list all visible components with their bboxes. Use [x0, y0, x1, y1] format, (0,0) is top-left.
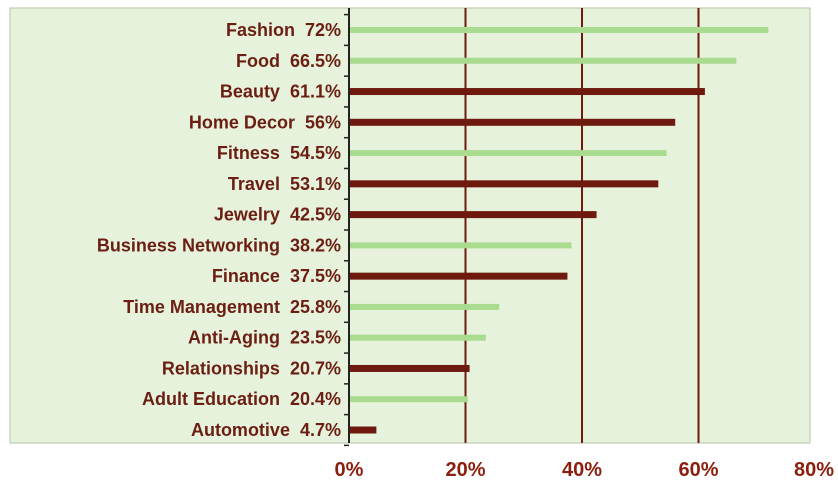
- bar-travel: [349, 180, 659, 188]
- category-label: Anti-Aging 23.5%: [188, 328, 341, 348]
- y-axis: [344, 8, 350, 447]
- plot-area: [9, 7, 811, 444]
- category-label: Fitness 54.5%: [217, 143, 341, 163]
- value-label: 72%: [305, 20, 341, 40]
- category-label: Finance 37.5%: [212, 266, 341, 286]
- bar-finance: [349, 272, 568, 280]
- value-label: 4.7%: [300, 420, 341, 440]
- x-tick-label: 80%: [794, 459, 834, 481]
- value-label: 37.5%: [290, 266, 341, 286]
- value-label: 53.1%: [290, 174, 341, 194]
- bar-fitness: [349, 150, 667, 157]
- x-tick-label: 0%: [335, 459, 364, 481]
- category-label: Fashion 72%: [226, 20, 341, 40]
- category-name: Home Decor: [189, 112, 305, 132]
- x-tick-label: 60%: [678, 459, 718, 481]
- category-label: Food 66.5%: [236, 51, 341, 71]
- bar-beauty: [349, 88, 705, 96]
- category-label: Automotive 4.7%: [191, 420, 341, 440]
- category-labels: Fashion 72%Food 66.5%Beauty 61.1%Home De…: [97, 20, 341, 440]
- bar-relationships: [349, 364, 470, 372]
- x-tick-label: 40%: [562, 459, 602, 481]
- value-label: 23.5%: [290, 328, 341, 348]
- bar-jewelry: [349, 211, 597, 219]
- bar-automotive: [349, 426, 377, 434]
- category-label: Adult Education 20.4%: [142, 389, 341, 409]
- value-label: 20.4%: [290, 389, 341, 409]
- x-tick-labels: 0% 20% 40% 60% 80%: [335, 459, 835, 481]
- x-tick-label: 20%: [445, 459, 485, 481]
- category-name: Time Management: [123, 297, 290, 317]
- category-label: Travel 53.1%: [228, 174, 341, 194]
- category-name: Jewelry: [214, 205, 290, 225]
- category-name: Anti-Aging: [188, 328, 290, 348]
- value-label: 54.5%: [290, 143, 341, 163]
- value-label: 66.5%: [290, 51, 341, 71]
- category-label: Home Decor 56%: [189, 112, 341, 132]
- category-name: Food: [236, 51, 290, 71]
- bar-business-networking: [349, 242, 572, 249]
- category-name: Travel: [228, 174, 290, 194]
- value-label: 42.5%: [290, 205, 341, 225]
- value-label: 25.8%: [290, 297, 341, 317]
- bar-time-management: [349, 303, 500, 310]
- value-label: 56%: [305, 112, 341, 132]
- category-name: Business Networking: [97, 235, 290, 255]
- bar-adult-education: [349, 396, 468, 403]
- bar-food: [349, 57, 737, 64]
- bar-home-decor: [349, 118, 676, 126]
- category-label: Beauty 61.1%: [220, 82, 341, 102]
- bar-anti-aging: [349, 334, 486, 341]
- category-label: Time Management 25.8%: [123, 297, 341, 317]
- category-name: Finance: [212, 266, 290, 286]
- bar-fashion: [349, 27, 769, 33]
- value-label: 61.1%: [290, 82, 341, 102]
- category-name: Fashion: [226, 20, 305, 40]
- value-label: 20.7%: [290, 358, 341, 378]
- category-label: Relationships 20.7%: [162, 358, 341, 378]
- bars: [349, 27, 769, 434]
- category-label: Business Networking 38.2%: [97, 235, 341, 255]
- category-name: Relationships: [162, 358, 290, 378]
- category-name: Beauty: [220, 82, 290, 102]
- category-label: Jewelry 42.5%: [214, 205, 341, 225]
- value-label: 38.2%: [290, 235, 341, 255]
- category-name: Fitness: [217, 143, 290, 163]
- category-name: Automotive: [191, 420, 300, 440]
- category-name: Adult Education: [142, 389, 290, 409]
